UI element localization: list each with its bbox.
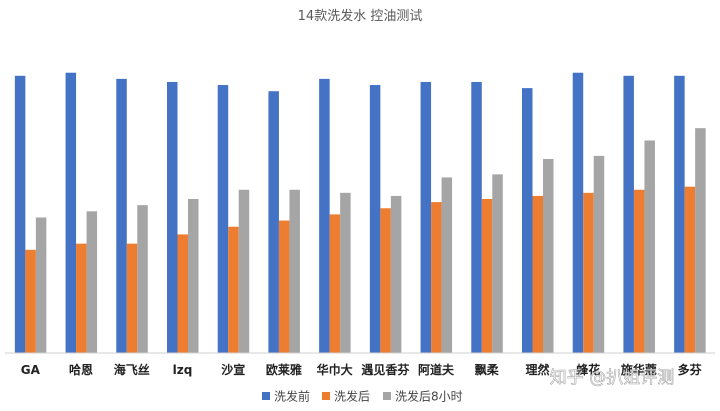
- x-tick-label: 哈恩: [69, 362, 93, 377]
- bar-after-8h-11: [593, 155, 605, 353]
- bar-before-11: [572, 72, 584, 353]
- bar-after-4: [228, 226, 239, 353]
- bar-after-8h-1: [86, 211, 98, 353]
- x-tick-label: 飘柔: [475, 362, 500, 377]
- bar-after-8h-7: [390, 195, 402, 353]
- watermark: 知乎 @扒姐评测: [550, 368, 674, 388]
- bar-after-8h-3: [188, 199, 199, 353]
- legend-label-2: 洗发后8小时: [395, 389, 463, 404]
- bar-after-10: [532, 195, 543, 353]
- legend-swatch-1: [322, 392, 330, 400]
- bar-after-8h-2: [137, 205, 148, 353]
- bar-after-7: [380, 208, 391, 353]
- x-tick-label: 多芬: [678, 362, 703, 377]
- bar-before-1: [65, 72, 77, 353]
- bar-after-13: [684, 186, 696, 353]
- legend: 洗发前 洗发后 洗发后8小时: [262, 389, 463, 404]
- x-tick-labels: GA 哈恩 海飞丝 lzq 沙宣 欧莱雅 华巾大 遇见香芬 阿道夫 飘柔 理然 蜂花 施华蔻 多芬: [21, 362, 703, 377]
- bar-before-9: [471, 81, 482, 354]
- x-tick-label: 阿道夫: [418, 362, 455, 377]
- x-tick-label: 华巾大: [317, 362, 353, 377]
- x-tick-label: 沙宣: [221, 362, 245, 377]
- bar-before-10: [522, 88, 533, 354]
- x-tick-label: 蜂花: [576, 362, 600, 377]
- bar-before-12: [623, 75, 634, 354]
- x-tick-label: 欧莱雅: [266, 362, 302, 377]
- x-tick-label: GA: [21, 363, 41, 377]
- bar-after-5: [278, 220, 290, 353]
- chart-title: 14款洗发水 控油测试: [298, 8, 423, 24]
- bar-after-8h-6: [340, 192, 351, 353]
- bar-before-5: [268, 91, 279, 353]
- x-tick-label: 理然: [525, 362, 549, 377]
- bar-before-4: [217, 85, 229, 353]
- bar-after-6: [329, 214, 341, 353]
- bars-layer: [14, 72, 706, 354]
- bar-after-8h-8: [441, 177, 453, 353]
- x-tick-label: 施华蔻: [621, 362, 657, 377]
- bar-before-13: [674, 75, 685, 354]
- bar-before-3: [167, 81, 178, 354]
- bar-after-1: [76, 243, 87, 353]
- bar-before-2: [116, 78, 127, 353]
- bar-after-11: [583, 192, 594, 353]
- bar-after-2: [126, 243, 138, 353]
- bar-after-8h-9: [492, 174, 503, 353]
- legend-swatch-2: [383, 392, 391, 400]
- bar-after-3: [177, 234, 188, 353]
- bar-after-0: [25, 249, 36, 353]
- bar-after-12: [633, 189, 645, 353]
- bar-after-8h-4: [238, 189, 250, 353]
- bar-after-8h-10: [543, 158, 554, 353]
- bar-before-6: [319, 78, 330, 353]
- legend-label-0: 洗发前: [274, 389, 310, 404]
- bar-after-8: [431, 202, 442, 353]
- bar-after-8h-0: [35, 217, 47, 353]
- bar-after-8h-12: [644, 140, 655, 353]
- bar-before-0: [14, 75, 26, 354]
- bar-after-8h-5: [289, 189, 300, 353]
- bar-after-8h-13: [695, 128, 706, 353]
- bar-before-8: [420, 81, 432, 354]
- bar-after-9: [481, 199, 493, 353]
- x-tick-label: 遇见香芬: [361, 362, 410, 377]
- x-tick-label: 海飞丝: [114, 362, 150, 377]
- legend-swatch-0: [262, 392, 270, 400]
- legend-label-1: 洗发后: [334, 389, 370, 404]
- x-tick-label: lzq: [173, 363, 193, 377]
- bar-before-7: [369, 85, 381, 353]
